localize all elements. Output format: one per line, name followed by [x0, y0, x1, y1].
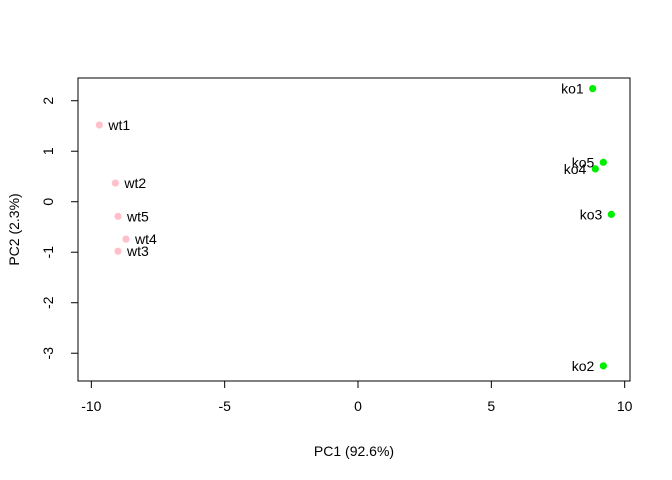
data-point-ko5	[599, 158, 607, 166]
data-point-wt3	[114, 247, 122, 255]
data-point-ko2	[599, 362, 607, 370]
point-label-ko4: ko4	[564, 161, 587, 177]
plot-frame	[77, 77, 631, 382]
data-point-wt2	[111, 179, 119, 187]
y-tick-label: 0	[40, 198, 56, 206]
y-tick-label: -3	[40, 347, 56, 360]
y-tick-label: 1	[40, 147, 56, 155]
point-label-ko2: ko2	[572, 358, 595, 374]
data-point-wt5	[114, 212, 122, 220]
x-axis-label: PC1 (92.6%)	[314, 443, 394, 459]
x-tick-label: 10	[617, 398, 633, 414]
data-point-wt1	[95, 121, 103, 129]
point-label-wt2: wt2	[123, 175, 146, 191]
y-tick-label: 2	[40, 97, 56, 105]
data-points	[95, 85, 615, 370]
x-tick-label: -5	[218, 398, 231, 414]
point-label-ko5: ko5	[572, 154, 595, 170]
y-axis: -3 -2 -1 0 1 2	[40, 97, 79, 360]
point-label-ko3: ko3	[580, 206, 603, 222]
x-tick-label: 5	[487, 398, 495, 414]
point-label-wt4: wt4	[134, 231, 157, 247]
y-tick-label: -1	[40, 246, 56, 259]
x-tick-label: 0	[354, 398, 362, 414]
point-label-wt5: wt5	[126, 208, 149, 224]
data-point-ko3	[607, 210, 615, 218]
point-label-ko1: ko1	[561, 81, 584, 97]
data-point-ko1	[589, 85, 597, 93]
x-tick-label: -10	[81, 398, 101, 414]
data-point-ko4	[591, 165, 599, 173]
point-label-wt1: wt1	[107, 117, 130, 133]
y-axis-label: PC2 (2.3%)	[6, 193, 22, 265]
data-point-wt4	[122, 235, 130, 243]
y-tick-label: -2	[40, 296, 56, 309]
x-axis: -10 -5 0 5 10	[81, 380, 633, 414]
point-label-wt3: wt3	[126, 243, 149, 259]
